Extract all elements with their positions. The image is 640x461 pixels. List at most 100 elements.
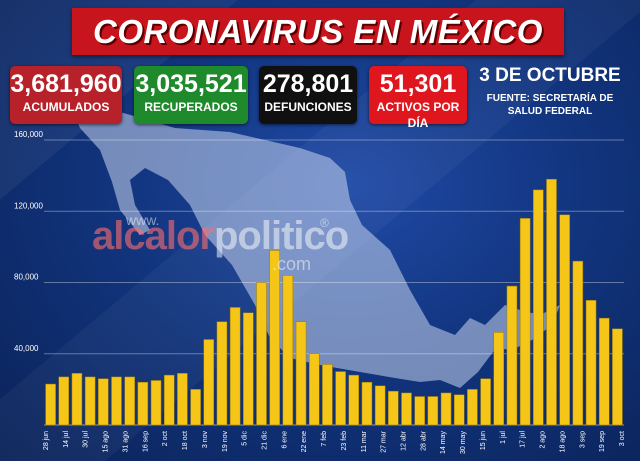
x-tick-label: 19 nov	[222, 431, 229, 453]
x-tick-label: 14 may	[440, 431, 447, 454]
bar	[190, 389, 201, 426]
bar	[467, 389, 478, 426]
y-tick-labels: 40,000 80,000 120,000 160,000	[14, 130, 43, 353]
x-tick-label: 3 oct	[619, 431, 626, 446]
y-tick-label: 120,000	[14, 201, 43, 210]
x-tick-label: 30 jul	[83, 431, 90, 448]
bar	[401, 392, 412, 426]
bar	[519, 218, 531, 426]
x-tick-label: 6 ene	[281, 431, 288, 449]
bar	[546, 178, 557, 426]
watermark-name-b: politico	[213, 214, 349, 258]
x-tick-label: 16 sep	[142, 431, 149, 452]
bar	[453, 394, 465, 426]
x-tick-label: 7 feb	[321, 431, 328, 447]
stat-value: 51,301	[379, 70, 457, 98]
stat-label: RECUPERADOS	[144, 100, 238, 114]
bar	[572, 260, 584, 426]
mexico-map-silhouette	[70, 105, 560, 388]
bar	[361, 382, 373, 426]
x-tick-label: 18 oct	[182, 431, 189, 450]
bar	[585, 300, 597, 426]
x-tick-label: 12 abr	[401, 430, 408, 451]
x-tick-label: 18 ago	[559, 431, 566, 453]
bar	[269, 250, 280, 426]
stat-activos: 51,301 ACTIVOS POR DÍA	[369, 66, 467, 130]
x-tick-label: 28 jun	[43, 431, 50, 450]
x-tick-label: 3 sep	[579, 431, 586, 448]
x-tick-label: 15 ago	[103, 431, 110, 453]
watermark-www: www.	[126, 212, 160, 228]
x-tick-label: 3 nov	[202, 431, 209, 449]
bar	[388, 390, 399, 426]
x-tick-label: 21 dic	[261, 431, 268, 450]
source-note: FUENTE: SECRETARÍA DE SALUD FEDERAL	[486, 93, 614, 117]
bar	[559, 214, 570, 426]
bar	[163, 374, 175, 426]
x-tick-label: 19 sep	[599, 431, 606, 452]
bars-group	[45, 178, 623, 426]
bar	[374, 385, 386, 426]
bar	[348, 374, 360, 426]
bar	[480, 378, 491, 426]
y-tick-label: 40,000	[14, 344, 39, 353]
bar	[440, 392, 452, 426]
x-tick-label: 2 oct	[162, 431, 169, 446]
x-tick-label: 1 jul	[500, 431, 507, 444]
report-date: 3 DE OCTUBRE	[479, 65, 621, 86]
stat-value: 3,681,960	[10, 70, 122, 98]
x-tick-label: 31 ago	[122, 431, 129, 453]
bar	[533, 189, 544, 426]
bar	[203, 339, 215, 426]
bar	[506, 285, 518, 426]
x-tick-label: 15 jun	[480, 431, 487, 450]
bar	[598, 317, 610, 426]
x-tick-label: 17 jul	[520, 431, 527, 448]
bar	[216, 321, 228, 426]
bar	[111, 376, 122, 426]
bar	[612, 328, 623, 426]
x-tick-label: 30 may	[460, 431, 467, 454]
bar	[229, 307, 241, 426]
stat-label: DEFUNCIONES	[264, 100, 352, 114]
bar	[137, 382, 149, 426]
bar	[58, 376, 70, 426]
watermark-com: .com	[272, 254, 312, 274]
x-tick-label: 27 mar	[381, 430, 388, 452]
x-tick-label: 23 feb	[341, 431, 348, 451]
bar	[414, 396, 425, 426]
watermark-registered: ®	[320, 216, 329, 230]
x-tick-label: 22 ene	[301, 431, 308, 453]
watermark-logo: alcalorpolitico	[92, 214, 349, 259]
bar	[98, 378, 109, 426]
y-tick-label: 160,000	[14, 130, 43, 139]
bar	[124, 376, 135, 426]
x-tick-label: 2 ago	[540, 431, 547, 449]
bar	[427, 396, 439, 426]
bar	[335, 371, 346, 426]
page-title: CORONAVIRUS EN MÉXICO	[72, 8, 564, 55]
watermark-name-a: alcalor	[92, 214, 215, 258]
bar	[177, 373, 188, 426]
date-block: 3 DE OCTUBRE FUENTE: SECRETARÍA DE SALUD…	[470, 64, 630, 118]
bar	[322, 364, 333, 426]
stat-label: ACUMULADOS	[22, 100, 110, 114]
stat-defunciones: 278,801 DEFUNCIONES	[259, 66, 357, 124]
bar	[282, 275, 294, 426]
stat-recuperados: 3,035,521 RECUPERADOS	[134, 66, 248, 124]
y-tick-label: 80,000	[14, 273, 39, 282]
x-tick-labels: 28 jun 14 jul 30 jul 15 ago 31 ago 16 sep 2 oc…	[43, 430, 626, 454]
x-tick-label: 5 dic	[242, 431, 249, 446]
x-tick-label: 14 jul	[63, 431, 70, 448]
stat-acumulados: 3,681,960 ACUMULADOS	[10, 66, 122, 124]
stat-value: 3,035,521	[135, 70, 247, 98]
bar	[308, 353, 320, 426]
bar	[295, 321, 307, 426]
bar	[45, 383, 56, 426]
bar	[150, 380, 162, 426]
stat-label: ACTIVOS POR DÍA	[376, 100, 460, 130]
x-tick-label: 11 mar	[361, 430, 368, 452]
bar	[71, 373, 83, 426]
stat-value: 278,801	[262, 70, 354, 98]
